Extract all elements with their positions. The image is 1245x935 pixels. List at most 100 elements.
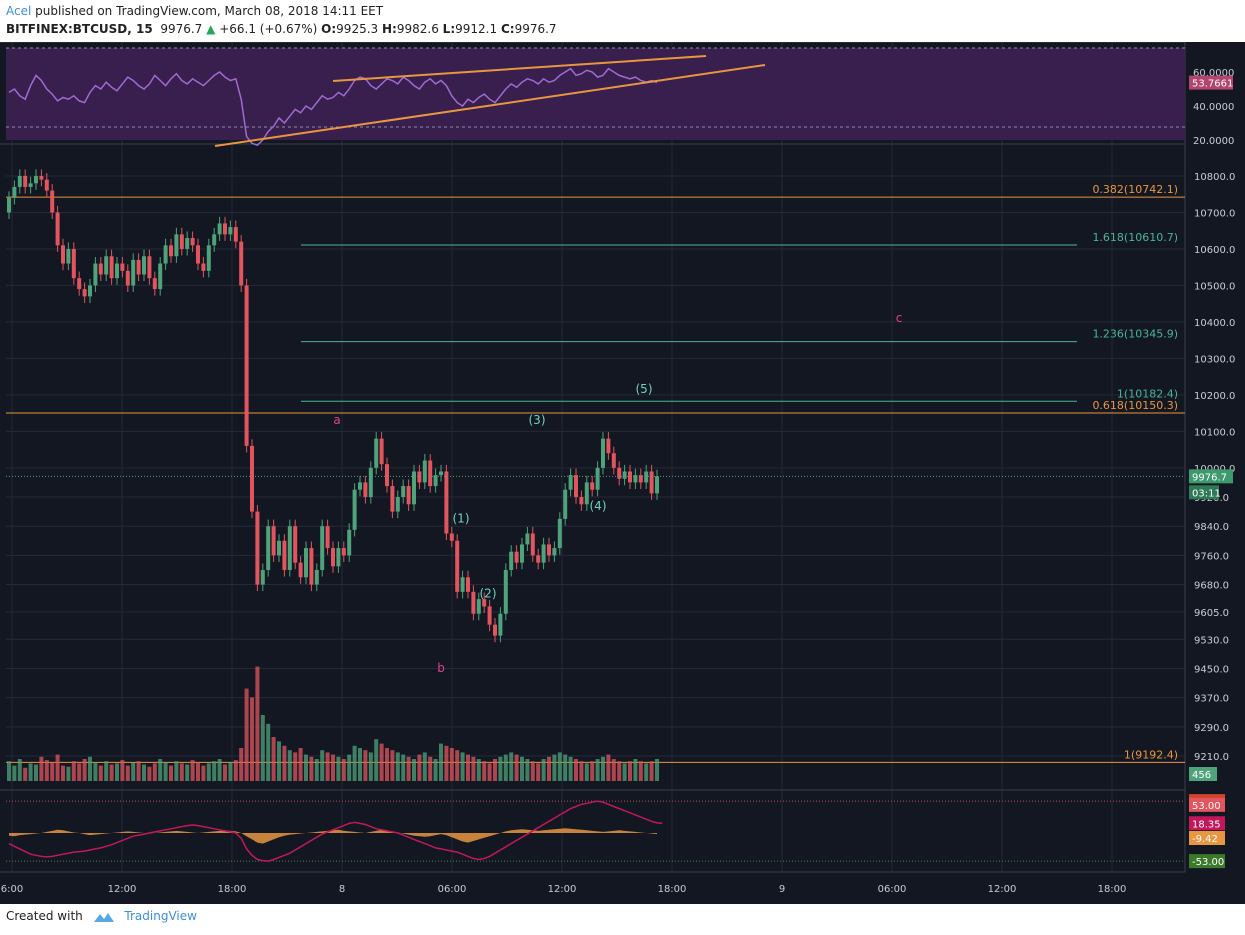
candle-body-59: [325, 526, 330, 549]
volume-bar-97: [530, 761, 535, 781]
candle-body-12: [71, 248, 76, 279]
volume-bar-42: [233, 760, 238, 781]
volume-bar-46: [255, 666, 260, 781]
symbol-line: BITFINEX:BTCUSD, 15 9976.7 ▲ +66.1 (+0.6…: [6, 22, 557, 36]
high-value: 9982.6: [396, 22, 439, 36]
volume-bar-61: [336, 756, 341, 781]
osc-tag-4: -53.00: [1192, 857, 1224, 868]
volume-tag: 456: [1192, 770, 1211, 781]
volume-bar-105: [574, 759, 578, 781]
volume-bar-27: [152, 763, 157, 781]
candle-body-49: [271, 526, 276, 556]
volume-bar-80: [439, 743, 443, 781]
chart-canvas[interactable]: 0.382(10742.1) 1.618(10610.7) 1.236(10345.…: [0, 42, 1245, 904]
volume-bar-67: [368, 752, 373, 781]
volume-bar-25: [142, 764, 146, 781]
candle-body-63: [347, 529, 352, 556]
volume-bar-5: [34, 764, 38, 781]
candle-body-94: [514, 551, 519, 563]
price-tick-4: 10400.0: [1194, 318, 1235, 329]
time-tick-6: 18:00: [658, 884, 687, 895]
volume-bar-74: [406, 756, 411, 781]
high-label: H:: [382, 22, 397, 36]
volume-bar-71: [390, 750, 395, 781]
volume-bar-6: [39, 756, 44, 781]
volume-bar-109: [595, 759, 600, 781]
volume-bar-77: [422, 752, 427, 781]
close-label: C:: [500, 22, 515, 36]
price-tick-2: 10600.0: [1194, 245, 1235, 256]
volume-bar-89: [487, 763, 492, 781]
volume-bar-34: [190, 760, 195, 781]
volume-bar-112: [611, 759, 616, 781]
rsi-tick-1: 40.0000: [1193, 102, 1234, 113]
candle-body-115: [628, 471, 632, 483]
volume-bar-9: [55, 754, 60, 781]
wave-label-0: a: [333, 413, 340, 427]
candle-body-4: [28, 183, 33, 187]
low-label: L:: [442, 22, 456, 36]
candle-body-87: [476, 599, 481, 614]
time-tick-5: 12:00: [548, 884, 577, 895]
volume-bar-83: [455, 750, 460, 781]
candle-body-98: [536, 555, 541, 563]
candle-body-23: [131, 259, 136, 286]
volume-bar-54: [298, 748, 303, 781]
osc-tag-3: -9.42: [1192, 834, 1218, 845]
volume-bar-110: [601, 756, 605, 781]
volume-bar-78: [428, 756, 433, 781]
osc-tag-1-bg: [1189, 797, 1225, 812]
wave-label-7: (5): [636, 382, 653, 396]
oscillator-pane: [6, 800, 1185, 862]
wave-label-3: (1): [453, 512, 470, 526]
volume-bar-120: [655, 759, 659, 781]
volume-bar-1: [12, 765, 17, 781]
volume-bar-76: [417, 754, 422, 781]
volume-bar-19: [109, 764, 114, 781]
close-value: 9976.7: [514, 22, 557, 36]
candle-body-38: [212, 234, 217, 246]
candle-body-33: [185, 238, 190, 249]
volume-bar-14: [82, 759, 87, 781]
author-link[interactable]: Acel: [6, 4, 32, 18]
symbol-name: BITFINEX:BTCUSD, 15: [6, 22, 153, 36]
candle-body-53: [293, 526, 298, 563]
volume-bar-82: [449, 748, 454, 781]
price-tick-7: 10100.0: [1194, 427, 1235, 438]
osc-tag-4-bg: [1189, 854, 1225, 869]
candle-body-88: [482, 599, 487, 607]
volume-bar-81: [444, 745, 449, 781]
candle-body-106: [579, 497, 584, 505]
volume-bar-41: [228, 762, 233, 781]
publish-line: Acel published on TradingView.com, March…: [6, 4, 383, 18]
osc-histogram-area: [9, 828, 657, 844]
candle-body-57: [314, 569, 319, 585]
candle-body-32: [179, 234, 184, 249]
volume-bar-33: [185, 764, 190, 781]
candle-body-27: [152, 278, 157, 290]
candle-body-96: [525, 533, 530, 545]
volume-bar-75: [412, 759, 416, 781]
volume-bar-66: [363, 750, 368, 781]
volume-bar-16: [93, 762, 98, 781]
candle-body-16: [93, 263, 98, 286]
candle-body-84: [460, 577, 465, 592]
tradingview-link[interactable]: TradingView: [124, 909, 197, 923]
candle-body-22: [125, 270, 130, 286]
volume-bar-87: [476, 759, 481, 781]
price-tick-17: 9290.0: [1194, 723, 1229, 734]
last-price-tag: 9976.7: [1192, 472, 1227, 483]
volume-bar-15: [88, 756, 92, 781]
fib-levels: 0.382(10742.1) 1.618(10610.7) 1.236(10345.…: [6, 183, 1185, 763]
rsi-trendline-lower: [214, 64, 766, 147]
volume-bar-53: [293, 752, 298, 781]
open-label: O:: [321, 22, 337, 36]
fib-label-2: 1.236(10345.9): [1092, 328, 1178, 341]
volume-tag-bg: [1189, 767, 1217, 781]
fib-label-4: 0.618(10150.3): [1092, 399, 1178, 412]
volume-bar-18: [104, 761, 109, 781]
volume-bar-70: [385, 748, 389, 781]
candle-body-50: [277, 540, 281, 556]
volume-bar-58: [320, 750, 325, 781]
price-tick-11: 9760.0: [1194, 551, 1229, 562]
